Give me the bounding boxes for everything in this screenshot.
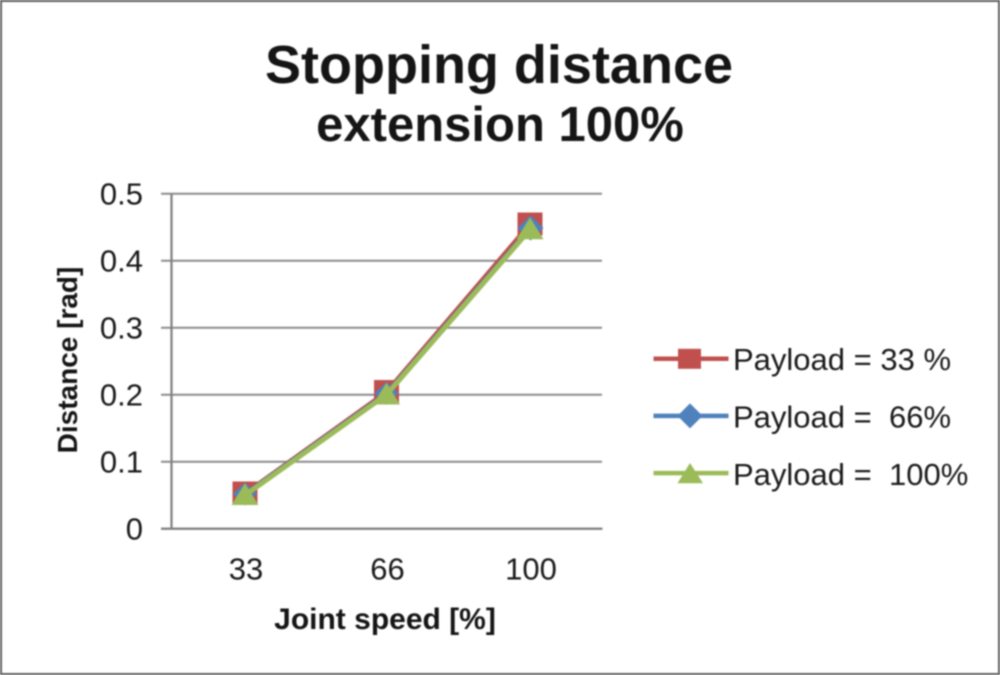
svg-text:Distance [rad]: Distance [rad] — [52, 267, 83, 454]
svg-text:0.2: 0.2 — [100, 378, 143, 413]
svg-text:extension 100%: extension 100% — [316, 98, 684, 152]
svg-text:0: 0 — [126, 512, 143, 547]
svg-text:0.4: 0.4 — [100, 244, 143, 279]
svg-text:0.3: 0.3 — [100, 311, 143, 346]
svg-text:0.5: 0.5 — [100, 177, 143, 212]
svg-text:Stopping distance: Stopping distance — [265, 35, 733, 95]
svg-text:Payload = 66%: Payload = 66% — [733, 400, 951, 435]
svg-text:Joint speed [%]: Joint speed [%] — [274, 603, 496, 636]
svg-text:33: 33 — [229, 552, 263, 587]
svg-text:Payload = 33 %: Payload = 33 % — [733, 342, 951, 377]
svg-text:100: 100 — [505, 552, 557, 587]
svg-text:Payload = 100%: Payload = 100% — [733, 457, 968, 492]
svg-text:66: 66 — [370, 552, 404, 587]
svg-text:0.1: 0.1 — [100, 445, 143, 480]
